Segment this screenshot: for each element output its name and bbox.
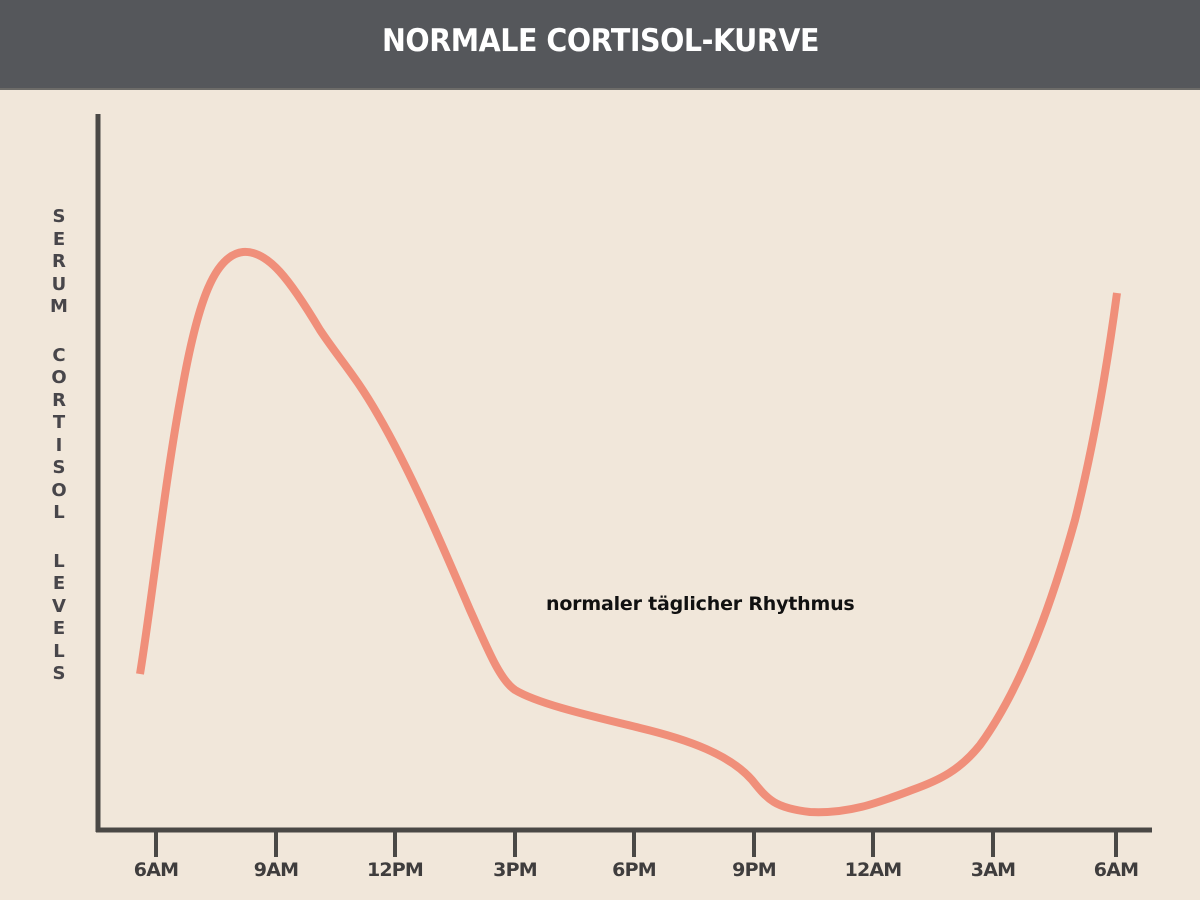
- y-axis-label-letter: I: [55, 434, 63, 456]
- y-axis-label-letter: L: [53, 550, 65, 572]
- y-axis-label-letter: R: [52, 389, 66, 411]
- y-axis-label-letter: L: [53, 640, 65, 662]
- x-tick-label: 9AM: [253, 859, 299, 881]
- y-axis-label-letter: M: [50, 296, 68, 317]
- y-axis-label-letter: U: [51, 273, 67, 295]
- y-axis-label-letter: E: [52, 618, 66, 639]
- x-tick-label: 6AM: [133, 859, 179, 881]
- y-axis-label-letter: V: [52, 595, 66, 617]
- y-axis-label-letter: R: [52, 251, 66, 272]
- x-tick-label: 6PM: [612, 859, 656, 881]
- x-axis-ticks: [154, 830, 1118, 857]
- y-axis-label-letter: E: [52, 573, 66, 594]
- curve-annotation: normaler täglicher Rhythmus: [546, 593, 855, 615]
- y-axis-label-letter: O: [51, 479, 67, 501]
- y-axis-label-letter: T: [52, 412, 66, 433]
- y-axis-label-letter: E: [52, 228, 66, 250]
- y-axis-label-letter: S: [52, 457, 66, 478]
- y-axis-label-letter: L: [53, 502, 65, 523]
- x-tick-label: 6AM: [1093, 859, 1139, 881]
- x-tick-label: 3AM: [970, 859, 1016, 881]
- y-axis-label-letter: O: [51, 367, 67, 388]
- chart-title: NORMALE CORTISOL-KURVE: [381, 23, 819, 59]
- cortisol-curve: [136, 247, 1121, 817]
- x-tick-label: 3PM: [493, 859, 537, 881]
- y-axis-label-letter: C: [52, 344, 66, 366]
- x-tick-label: 12AM: [844, 859, 903, 881]
- y-axis-label-letter: S: [52, 206, 66, 227]
- y-axis-label-letter: S: [52, 663, 66, 684]
- x-tick-label: 9PM: [732, 859, 776, 881]
- title-banner: NORMALE CORTISOL-KURVE: [0, 0, 1200, 90]
- x-tick-label: 12PM: [366, 859, 424, 881]
